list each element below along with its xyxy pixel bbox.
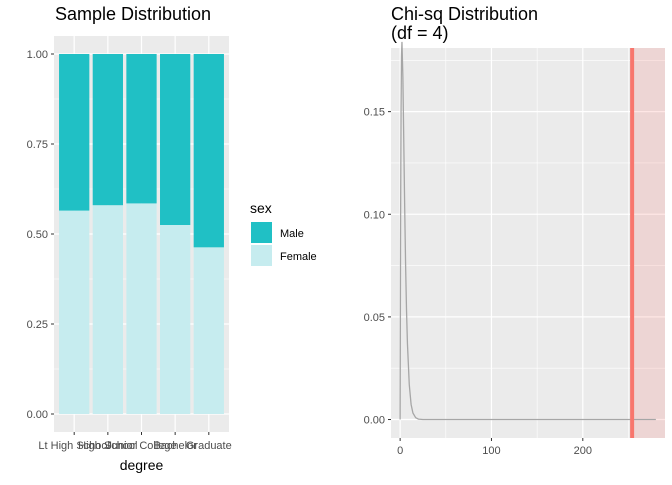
bar-female-lt-high-school xyxy=(59,210,90,414)
left-x-tick-label: Bachelor xyxy=(153,440,197,452)
left-y-tick-label: 0.75 xyxy=(27,139,48,151)
left-x-tick-label: Graduate xyxy=(186,440,232,452)
left-x-tick-label: Junior College xyxy=(106,440,176,452)
legend-title: sex xyxy=(250,200,272,216)
bar-female-bachelor xyxy=(160,225,191,414)
legend-label-male: Male xyxy=(280,228,304,240)
right-chart-title-line1: Chi-sq Distribution xyxy=(391,4,538,24)
right-chart-title-line2: (df = 4) xyxy=(391,23,449,43)
sample-distribution-panel: Sample Distribution 0.00 0.25 0.50 0.75 1.00… xyxy=(27,4,232,473)
bar-male-high-school xyxy=(92,54,123,206)
legend-items: Male Female xyxy=(251,222,317,266)
right-y-tick-label: 0.15 xyxy=(364,107,385,119)
right-plot-background xyxy=(391,48,665,438)
chi-sq-density-curve xyxy=(399,41,656,421)
legend-label-female: Female xyxy=(280,251,317,263)
bar-male-junior-college xyxy=(126,54,157,204)
bar-male-graduate xyxy=(193,54,224,248)
right-y-tick-label: 0.00 xyxy=(364,415,385,427)
bar-male-lt-high-school xyxy=(59,54,90,211)
chi-sq-panel: Chi-sq Distribution (df = 4) 0.00 0.05 0.1… xyxy=(364,4,665,457)
density-curve-layer xyxy=(399,41,656,421)
right-y-tick-label: 0.10 xyxy=(364,209,385,221)
bar-male-bachelor xyxy=(160,54,191,225)
right-y-axis: 0.00 0.05 0.10 0.15 xyxy=(364,107,391,427)
left-chart-title: Sample Distribution xyxy=(55,4,211,24)
legend: sex Male Female xyxy=(250,200,317,266)
left-x-tick-label: High School xyxy=(78,440,137,452)
bar-female-junior-college xyxy=(126,203,157,414)
right-x-tick-label: 100 xyxy=(482,445,500,457)
left-y-tick-label: 0.50 xyxy=(27,229,48,241)
right-x-tick-label: 200 xyxy=(574,445,592,457)
left-bars xyxy=(59,54,224,414)
legend-swatch-female xyxy=(251,245,272,266)
right-x-axis: 0 100 200 xyxy=(397,438,592,457)
left-x-axis-title: degree xyxy=(120,457,164,473)
left-x-tick-label: Lt High School xyxy=(38,440,110,452)
bar-female-graduate xyxy=(193,247,224,414)
right-x-tick-label: 0 xyxy=(397,445,403,457)
bar-female-high-school xyxy=(92,205,123,414)
left-y-tick-label: 0.25 xyxy=(27,319,48,331)
p-value-shaded-region xyxy=(632,48,665,438)
left-y-tick-label: 1.00 xyxy=(27,49,48,61)
rejection-region xyxy=(632,48,665,438)
left-y-tick-label: 0.00 xyxy=(27,409,48,421)
right-y-tick-label: 0.05 xyxy=(364,312,385,324)
left-y-axis: 0.00 0.25 0.50 0.75 1.00 xyxy=(27,49,54,421)
legend-swatch-male xyxy=(251,222,272,243)
